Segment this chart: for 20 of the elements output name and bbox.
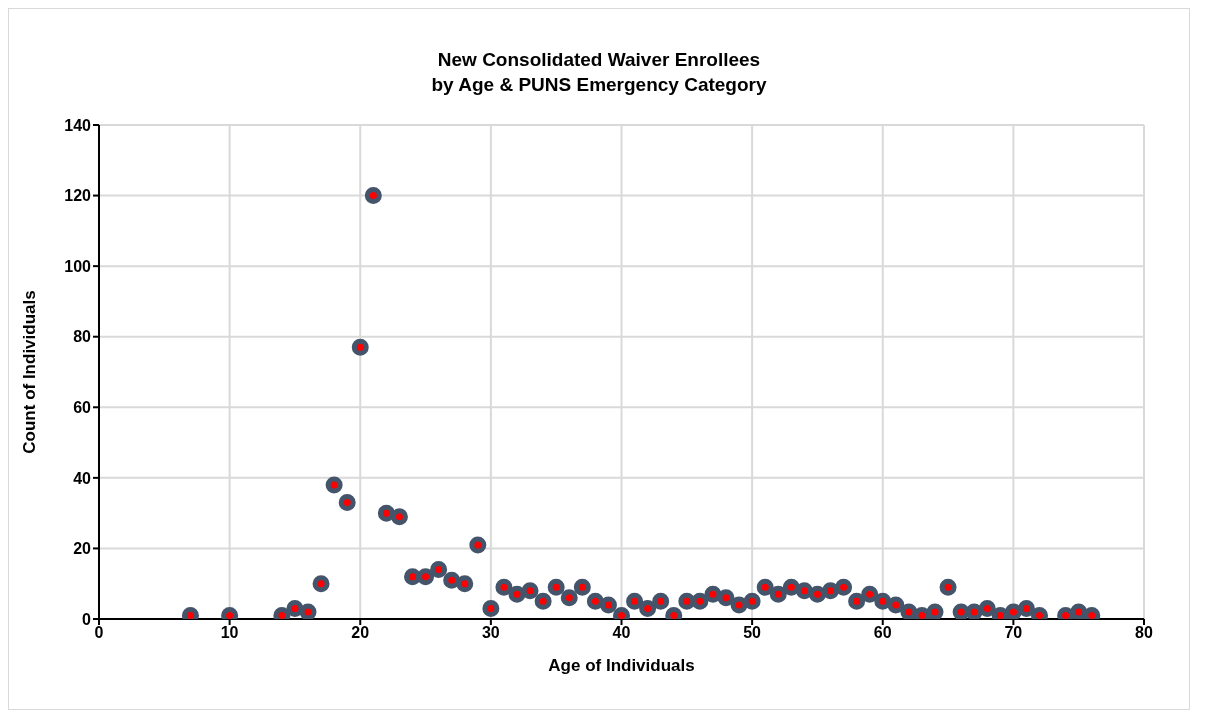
- y-tick-label: 40: [73, 469, 92, 487]
- x-tick-label: 0: [94, 624, 104, 642]
- y-tick-label: 60: [73, 398, 92, 416]
- y-tick-label: 120: [64, 187, 92, 205]
- x-axis-title: Age of Individuals: [548, 656, 695, 675]
- y-axis-title: Count of Individuals: [20, 290, 40, 454]
- x-tick-label: 50: [743, 624, 762, 642]
- chart-title: New Consolidated Waiver Enrollees by Age & PUNS Emergency Category: [430, 48, 768, 97]
- y-tick-label: 100: [64, 257, 92, 275]
- y-tick-label: 80: [73, 328, 92, 346]
- x-tick-label: 20: [351, 624, 370, 642]
- y-tick-label: 20: [73, 540, 92, 558]
- x-tick-label: 70: [1004, 624, 1023, 642]
- y-tick-label: 140: [64, 116, 92, 134]
- x-tick-label: 10: [220, 624, 239, 642]
- x-tick-label: 30: [481, 624, 500, 642]
- x-tick-label: 60: [873, 624, 892, 642]
- x-tick-label: 80: [1135, 624, 1153, 642]
- x-tick-label: 40: [612, 624, 631, 642]
- y-tick-label: 0: [82, 610, 92, 628]
